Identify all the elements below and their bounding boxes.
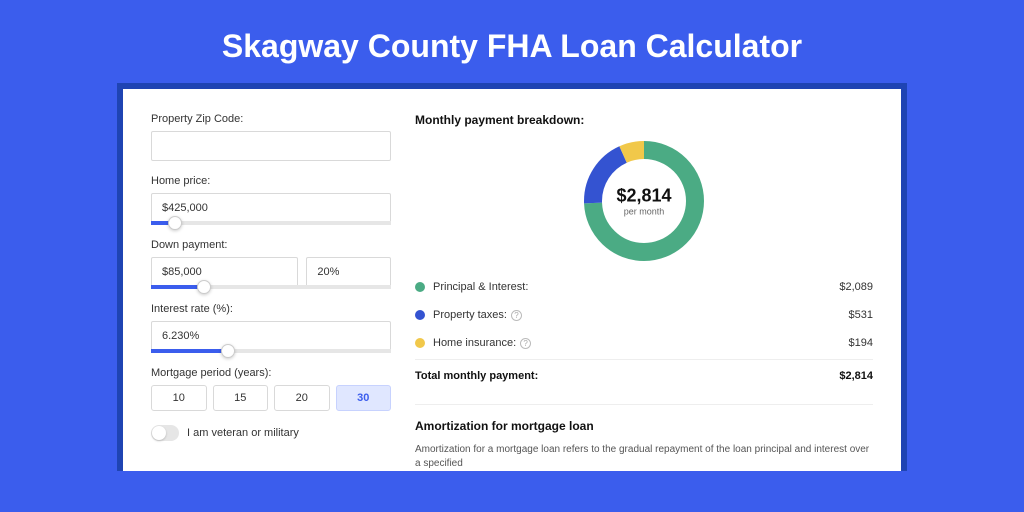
period-field: Mortgage period (years): 10152030 [151, 367, 391, 411]
total-row: Total monthly payment: $2,814 [415, 359, 873, 390]
legend-dot-icon [415, 310, 425, 320]
veteran-row: I am veteran or military [151, 425, 391, 441]
total-value: $2,814 [839, 370, 873, 382]
down-amount-input[interactable] [151, 257, 298, 287]
amortization-section: Amortization for mortgage loan Amortizat… [415, 404, 873, 471]
donut-chart: $2,814 per month [415, 141, 873, 261]
rate-slider-thumb[interactable] [221, 344, 235, 358]
legend-label: Property taxes:? [433, 309, 849, 321]
price-slider-thumb[interactable] [168, 216, 182, 230]
help-icon[interactable]: ? [520, 338, 531, 349]
period-label: Mortgage period (years): [151, 367, 391, 379]
legend: Principal & Interest:$2,089Property taxe… [415, 273, 873, 357]
down-percent-input[interactable] [306, 257, 391, 287]
legend-row-1: Property taxes:?$531 [415, 301, 873, 329]
breakdown-title: Monthly payment breakdown: [415, 113, 873, 127]
price-label: Home price: [151, 175, 391, 187]
down-slider-thumb[interactable] [197, 280, 211, 294]
donut-sub: per month [616, 207, 671, 217]
legend-dot-icon [415, 338, 425, 348]
legend-value: $194 [849, 337, 873, 349]
rate-input[interactable] [151, 321, 391, 351]
amortization-text: Amortization for a mortgage loan refers … [415, 443, 873, 471]
legend-dot-icon [415, 282, 425, 292]
period-option-10[interactable]: 10 [151, 385, 207, 411]
down-slider[interactable] [151, 285, 391, 289]
down-field: Down payment: [151, 239, 391, 289]
veteran-toggle-knob [152, 426, 166, 440]
panel-shadow: Property Zip Code: Home price: Down paym… [117, 83, 907, 471]
donut-center: $2,814 per month [616, 186, 671, 217]
legend-row-2: Home insurance:?$194 [415, 329, 873, 357]
page-title: Skagway County FHA Loan Calculator [0, 0, 1024, 83]
veteran-toggle[interactable] [151, 425, 179, 441]
rate-slider[interactable] [151, 349, 391, 353]
legend-label: Principal & Interest: [433, 281, 839, 293]
legend-label: Home insurance:? [433, 337, 849, 349]
amortization-title: Amortization for mortgage loan [415, 419, 873, 433]
legend-row-0: Principal & Interest:$2,089 [415, 273, 873, 301]
rate-label: Interest rate (%): [151, 303, 391, 315]
period-option-30[interactable]: 30 [336, 385, 392, 411]
zip-input[interactable] [151, 131, 391, 161]
breakdown-column: Monthly payment breakdown: $2,814 per mo… [415, 113, 873, 471]
legend-value: $2,089 [839, 281, 873, 293]
price-field: Home price: [151, 175, 391, 225]
rate-slider-fill [151, 349, 228, 353]
down-label: Down payment: [151, 239, 391, 251]
help-icon[interactable]: ? [511, 310, 522, 321]
calculator-panel: Property Zip Code: Home price: Down paym… [123, 89, 901, 471]
legend-value: $531 [849, 309, 873, 321]
rate-field: Interest rate (%): [151, 303, 391, 353]
price-slider[interactable] [151, 221, 391, 225]
zip-field: Property Zip Code: [151, 113, 391, 161]
period-options: 10152030 [151, 385, 391, 411]
form-column: Property Zip Code: Home price: Down paym… [151, 113, 391, 471]
period-option-15[interactable]: 15 [213, 385, 269, 411]
donut-amount: $2,814 [616, 186, 671, 207]
price-input[interactable] [151, 193, 391, 223]
total-label: Total monthly payment: [415, 370, 839, 382]
zip-label: Property Zip Code: [151, 113, 391, 125]
veteran-label: I am veteran or military [187, 427, 299, 439]
period-option-20[interactable]: 20 [274, 385, 330, 411]
